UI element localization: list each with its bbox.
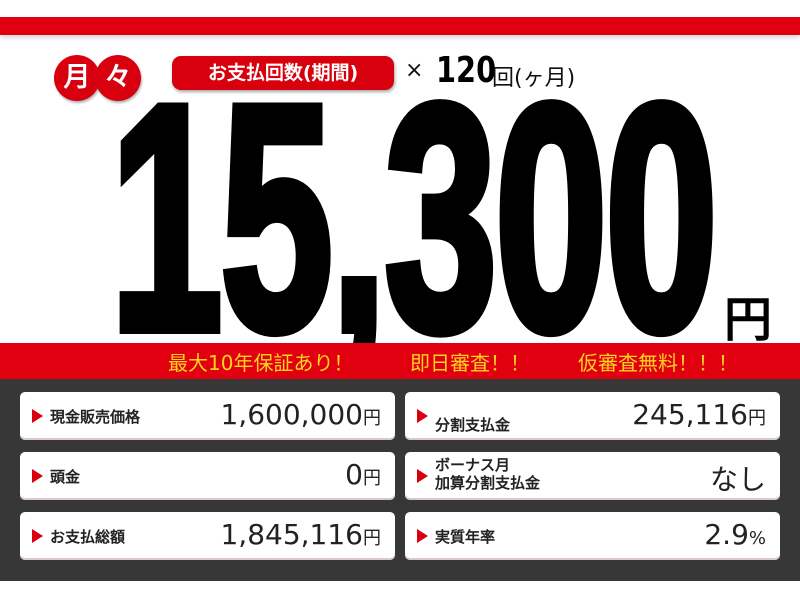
triangle-icon [417,409,428,423]
detail-value: 245,116円 [632,398,766,431]
payment-unit: 回(ヶ月) [492,66,576,91]
detail-apr: 実質年率 2.9% [405,512,780,560]
monthly-badge-2: 々 [95,55,141,101]
payment-count: 120 [436,50,497,91]
promo-free-review: 仮審査無料！！！ [578,351,738,375]
detail-value: 1,845,116円 [220,518,381,551]
triangle-icon [417,469,428,483]
times-sign: × [405,58,424,83]
detail-label: 頭金 [50,468,81,486]
detail-label: 実質年率 [435,528,496,546]
promo-banner: 最大10年保証あり！ 即日審査！！ 仮審査無料！！！ [0,343,800,379]
triangle-icon [417,529,428,543]
detail-bonus: ボーナス月 加算分割支払金 なし [405,452,780,500]
detail-value: 0円 [345,458,381,491]
detail-label: お支払総額 [50,528,126,546]
detail-down-payment: 頭金 0円 [20,452,395,500]
top-red-bar [0,17,800,35]
payments-label: お支払回数(期間) [172,56,394,90]
price-currency: 円 [724,292,773,348]
detail-total: お支払総額 1,845,116円 [20,512,395,560]
detail-cash-price: 現金販売価格 1,600,000円 [20,392,395,440]
monthly-badge-1: 月 [54,55,100,101]
detail-value: 1,600,000円 [220,398,381,431]
detail-label: 分割支払金 [435,416,511,434]
monthly-price: 15,300 [107,39,721,398]
detail-installment: 分割支払金 245,116円 [405,392,780,440]
detail-label: 現金販売価格 [50,408,141,426]
detail-value: なし [709,463,766,496]
promo-same-day: 即日審査！！ [410,351,530,375]
detail-value: 2.9% [704,518,766,551]
triangle-icon [32,409,43,423]
triangle-icon [32,529,43,543]
promo-warranty: 最大10年保証あり！ [168,351,354,375]
detail-label: ボーナス月 加算分割支払金 [435,456,541,492]
triangle-icon [32,469,43,483]
